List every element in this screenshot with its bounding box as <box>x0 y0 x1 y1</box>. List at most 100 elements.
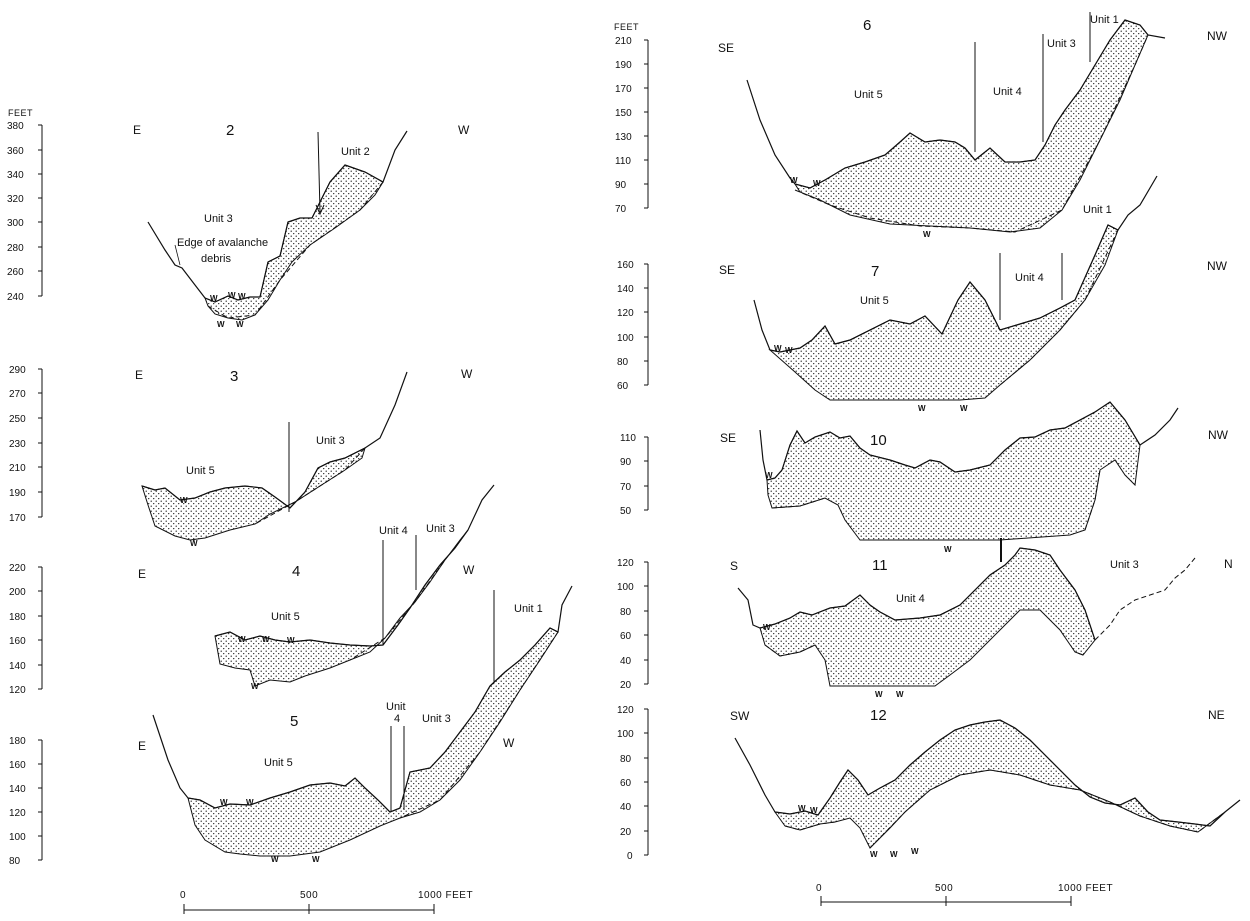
water-mark: W <box>798 804 806 813</box>
tick-label: 180 <box>9 736 26 747</box>
tick-label: 160 <box>9 760 26 771</box>
water-mark: W <box>911 847 919 856</box>
tick-label: 60 <box>620 631 632 642</box>
tick-label: 360 <box>7 146 24 157</box>
tick-label: 120 <box>9 685 26 696</box>
unit-label: Unit 5 <box>854 89 883 101</box>
direction-label-left: SE <box>718 41 734 55</box>
scale-label: 500 <box>300 890 318 901</box>
tick-label: 90 <box>620 457 632 468</box>
tick-label: 80 <box>620 754 632 765</box>
direction-label-left: E <box>135 368 143 382</box>
direction-label-right: NW <box>1207 259 1228 273</box>
water-mark: W <box>228 291 236 300</box>
elevation-axis-12: 120 100 80 60 40 20 0 <box>617 705 649 862</box>
direction-label-right: W <box>461 367 473 381</box>
water-mark: W <box>246 798 254 807</box>
bedrock-contact <box>254 447 366 525</box>
unit-label: Unit 4 <box>993 86 1022 98</box>
elevation-axis-7: 160 140 120 100 80 60 <box>617 260 649 392</box>
water-mark: W <box>875 690 883 699</box>
water-mark: W <box>251 682 259 691</box>
water-mark: W <box>813 179 821 188</box>
tick-label: 50 <box>620 506 632 517</box>
tick-label: 70 <box>615 204 627 215</box>
water-mark: W <box>238 292 246 301</box>
section-number: 5 <box>290 713 298 730</box>
tick-label: 320 <box>7 194 24 205</box>
section-3: 290 270 250 230 210 190 170 E 3 W Unit 5… <box>9 365 473 548</box>
terrain-profile <box>147 130 408 303</box>
unit-label: Unit 5 <box>186 465 215 477</box>
tick-label: 280 <box>7 243 24 254</box>
scale-bar-left: 0 500 1000 FEET <box>180 890 473 914</box>
tick-label: 180 <box>9 612 26 623</box>
unit-label: Unit 4 <box>896 593 925 605</box>
water-mark: W <box>190 539 198 548</box>
water-well-marks: W W <box>180 496 198 548</box>
scale-label: 1000 FEET <box>1058 883 1113 894</box>
unit-label: Unit 1 <box>1090 14 1119 26</box>
direction-label-left: E <box>133 123 141 137</box>
scale-label: 1000 FEET <box>418 890 473 901</box>
water-mark: W <box>236 320 244 329</box>
unit-label: Unit 1 <box>514 603 543 615</box>
water-mark: W <box>210 294 218 303</box>
bedrock-contact <box>349 529 469 661</box>
tick-label: 270 <box>9 389 26 400</box>
tick-label: 110 <box>615 156 631 167</box>
water-well-marks: W W W <box>763 623 904 699</box>
tick-label: 300 <box>7 218 24 229</box>
axis-units-label: FEET <box>614 22 639 32</box>
tick-label: 140 <box>9 784 26 795</box>
direction-label-right: W <box>463 563 475 577</box>
tick-label: 210 <box>9 463 26 474</box>
tick-label: 230 <box>9 439 26 450</box>
water-mark: W <box>896 690 904 699</box>
unit-label: Unit 5 <box>264 757 293 769</box>
water-well-marks: W W W <box>790 176 931 239</box>
elevation-axis-2: FEET 380 360 340 320 300 280 260 240 <box>7 108 43 303</box>
water-mark: W <box>918 404 926 413</box>
water-well-marks: W W W W <box>220 798 320 864</box>
direction-label-right: W <box>458 123 470 137</box>
tick-label: 20 <box>620 827 632 838</box>
unit-label: Unit 5 <box>271 611 300 623</box>
tick-label: 120 <box>617 558 634 569</box>
tick-label: 80 <box>9 856 21 867</box>
tick-label: 90 <box>615 180 627 191</box>
tick-label: 100 <box>617 729 634 740</box>
elevation-axis-10: 110 90 70 50 <box>620 433 649 517</box>
tick-label: 140 <box>617 284 634 295</box>
unit-label: Unit 3 <box>1110 559 1139 571</box>
water-mark: W <box>923 230 931 239</box>
tick-label: 40 <box>620 656 632 667</box>
section-7: 160 140 120 100 80 60 SE 7 NW Unit 5 Uni… <box>617 175 1228 413</box>
tick-label: 80 <box>617 357 629 368</box>
section-number: 7 <box>871 263 879 280</box>
tick-label: 70 <box>620 482 632 493</box>
tick-label: 80 <box>620 607 632 618</box>
tick-label: 250 <box>9 414 26 425</box>
unit-label: Unit 3 <box>426 523 455 535</box>
elevation-axis-3: 290 270 250 230 210 190 170 <box>9 365 43 524</box>
unit-label: Unit 4 <box>379 525 408 537</box>
debris-fill <box>214 529 469 687</box>
terrain-profile <box>753 175 1158 353</box>
water-mark: W <box>220 798 228 807</box>
axis-units-label: FEET <box>8 108 33 118</box>
water-well-marks: W W <box>765 471 952 554</box>
section-6: FEET 210 190 170 150 130 110 90 70 SE 6 … <box>614 12 1228 239</box>
terrain-profile <box>746 19 1166 189</box>
terrain-profile <box>734 719 1241 827</box>
water-well-marks: W W W W <box>774 344 968 413</box>
terrain-profile <box>214 484 495 647</box>
elevation-axis-6: FEET 210 190 170 150 130 110 90 70 <box>614 22 649 215</box>
tick-label: 120 <box>617 308 634 319</box>
tick-label: 100 <box>617 582 634 593</box>
unit-label: Unit 3 <box>422 713 451 725</box>
water-mark: W <box>765 471 773 480</box>
tick-label: 100 <box>617 333 634 344</box>
direction-label-right: W <box>503 736 515 750</box>
